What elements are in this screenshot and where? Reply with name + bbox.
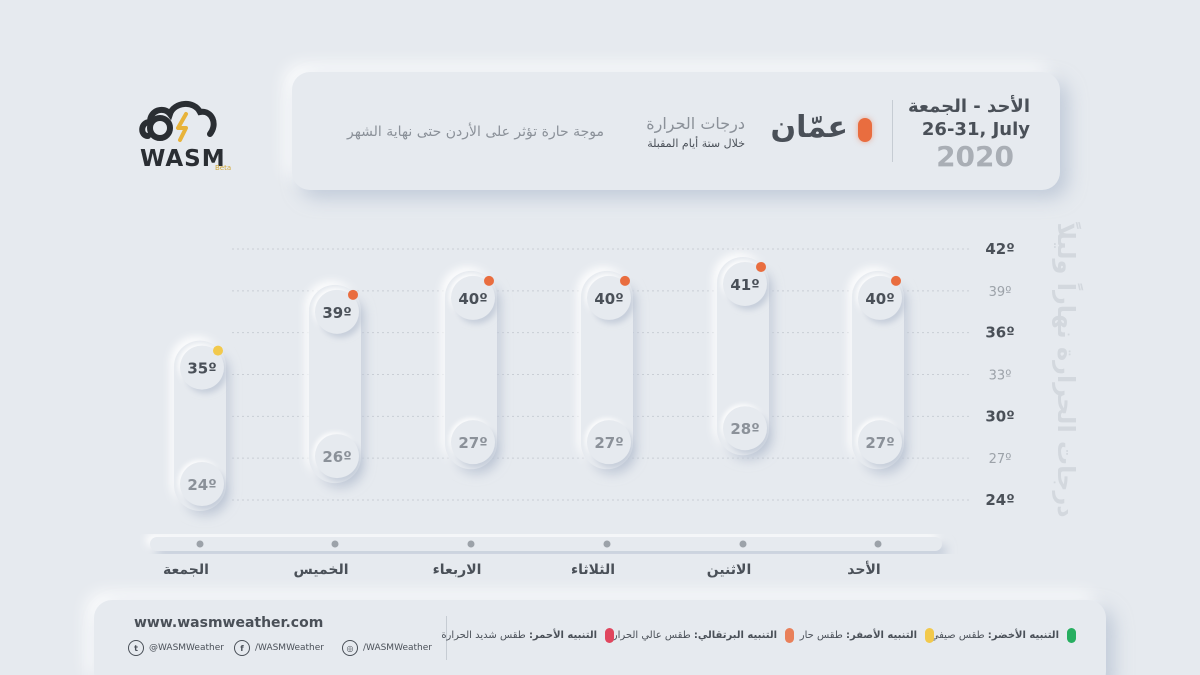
bar-pill: [445, 270, 497, 470]
legend-yellow: التنبيه الأصفر: طقس حار: [800, 628, 934, 643]
range-bar: 40º 27º: [445, 270, 497, 470]
yellow-alert-icon: [925, 628, 934, 643]
instagram-link[interactable]: ◎ /WASMWeather: [342, 640, 432, 656]
alert-dot: [756, 261, 766, 272]
low-temp-knob: [315, 434, 359, 479]
header-card: الأحد - الجمعة 26-31, July 2020 عمّان در…: [292, 72, 1060, 190]
day-marker: [331, 540, 339, 548]
legend-orange: التنبيه البرتقالي: طقس عالي الحرارة: [608, 628, 794, 643]
range-bar: 40º 27º: [852, 270, 904, 470]
range-bar: 35º 24º: [174, 340, 226, 511]
range-bar: 39º 26º: [309, 284, 361, 484]
date-year: 2020: [936, 140, 1014, 173]
temperature-chart: 42º 39º 36º 33º 30º 27º 24º 35º 24º 39º 26º 40º 27º…: [150, 222, 1083, 578]
high-temp-label: 39º: [322, 304, 351, 322]
city-name: عمّان: [770, 110, 848, 145]
alert-dot: [891, 275, 901, 286]
y-tick-label: 24º: [985, 491, 1014, 509]
green-alert-icon: [1067, 628, 1076, 643]
low-temp-label: 27º: [458, 434, 487, 452]
low-temp-label: 24º: [187, 476, 216, 494]
low-temp-label: 28º: [730, 420, 759, 438]
temperature-title: درجات الحرارة: [646, 114, 745, 133]
high-temp-label: 40º: [594, 290, 623, 308]
low-temp-label: 27º: [865, 434, 894, 452]
legend-red: التنبيه الأحمر: طقس شديد الحرارة: [441, 628, 614, 643]
y-tick-label: 30º: [985, 407, 1014, 425]
range-bar: 41º 28º: [717, 256, 769, 456]
high-temp-label: 40º: [865, 290, 894, 308]
y-tick-label: 36º: [985, 324, 1014, 342]
city-pin-icon: [858, 118, 872, 142]
facebook-link[interactable]: f /WASMWeather: [234, 640, 324, 656]
high-temp-label: 41º: [730, 276, 759, 294]
low-temp-label: 26º: [322, 448, 351, 466]
high-temp-label: 40º: [458, 290, 487, 308]
high-temp-knob: [858, 275, 902, 320]
website-link[interactable]: www.wasmweather.com: [134, 615, 324, 631]
high-temp-knob: [315, 289, 359, 334]
temperature-subtitle: خلال ستة أيام المقبلة: [647, 137, 745, 150]
low-temp-knob: [587, 420, 631, 465]
high-temp-knob: [723, 261, 767, 306]
alert-dot: [620, 275, 630, 286]
twitter-handle: @WASMWeather: [149, 643, 224, 653]
footer-card: www.wasmweather.com t @WASMWeather f /WA…: [94, 600, 1106, 675]
day-marker: [739, 540, 747, 548]
day-label: الجمعة: [163, 562, 209, 578]
high-temp-knob: [451, 275, 495, 320]
low-temp-label: 27º: [594, 434, 623, 452]
bar-pill: [581, 270, 633, 470]
day-label: الاربعاء: [433, 562, 482, 578]
y-tick-label: 27º: [989, 452, 1012, 467]
low-temp-knob: [451, 420, 495, 465]
low-temp-knob: [723, 406, 767, 451]
day-label: الخميس: [293, 562, 348, 578]
instagram-icon: ◎: [342, 640, 358, 656]
instagram-handle: /WASMWeather: [363, 643, 432, 653]
low-temp-knob: [180, 462, 224, 506]
bar-pill: [852, 270, 904, 470]
headline: موجة حارة تؤثر على الأردن حتى نهاية الشه…: [346, 124, 604, 140]
wasm-logo: WASM Beta: [132, 92, 252, 182]
twitter-link[interactable]: t @WASMWeather: [128, 640, 224, 656]
date-range: 26-31, July: [921, 119, 1030, 140]
low-temp-knob: [858, 420, 902, 465]
y-tick-label: 42º: [985, 240, 1014, 258]
day-marker: [467, 540, 475, 548]
day-label: الثلاثاء: [571, 562, 615, 578]
day-marker: [603, 540, 611, 548]
facebook-icon: f: [234, 640, 250, 656]
bar-pill: [717, 256, 769, 456]
red-alert-icon: [605, 628, 614, 643]
day-label: الأحد: [847, 561, 880, 578]
day-track: [150, 537, 942, 551]
high-temp-label: 35º: [187, 360, 216, 378]
range-bar: 40º 27º: [581, 270, 633, 470]
alert-dot: [213, 345, 223, 356]
y-axis-label: درجات الحرارة نهاراً وليلاً: [1052, 222, 1083, 518]
day-marker: [874, 540, 882, 548]
twitter-icon: t: [128, 640, 144, 656]
legend-green: التنبيه الأخضر: طقس صيفي: [931, 628, 1076, 643]
day-marker: [196, 540, 204, 548]
y-tick-label: 39º: [989, 285, 1012, 300]
day-label: الاثنين: [707, 562, 752, 578]
cloud-lightning-logo-icon: [139, 101, 217, 142]
brand-name: WASM: [140, 146, 226, 172]
orange-alert-icon: [785, 628, 794, 643]
high-temp-knob: [180, 345, 224, 390]
bar-pill: [309, 284, 361, 484]
footer-divider: [446, 616, 447, 660]
high-temp-knob: [587, 275, 631, 320]
beta-badge: Beta: [215, 164, 232, 172]
header-divider: [892, 100, 893, 162]
alert-dot: [348, 289, 358, 300]
alert-dot: [484, 275, 494, 286]
y-tick-label: 33º: [989, 369, 1012, 384]
date-days: الأحد - الجمعة: [908, 96, 1030, 117]
facebook-handle: /WASMWeather: [255, 643, 324, 653]
